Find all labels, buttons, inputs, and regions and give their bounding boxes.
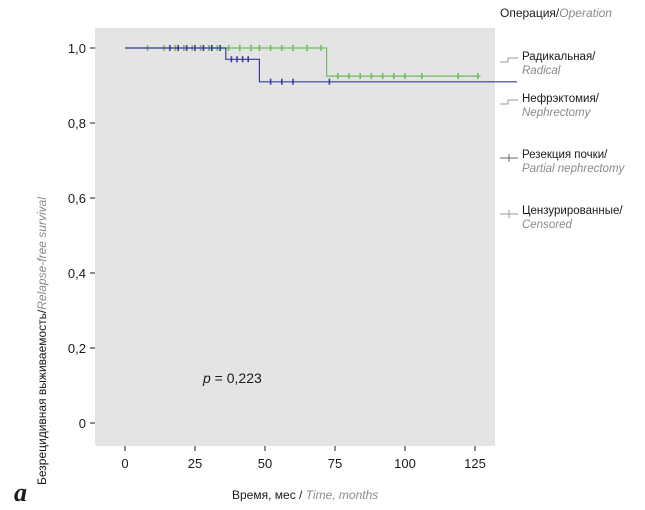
y-tick-label: 1,0 (68, 41, 86, 56)
plot-area (95, 28, 495, 446)
legend-label-radical-ru: Радикальная/ (522, 51, 596, 63)
legend-label-partial-nephrectomy-en: Partial nephrectomy (522, 163, 625, 175)
legend-label-partial-nephrectomy-ru: Резекция почки/ (522, 149, 608, 161)
x-axis-title: Время, мес / Time, months (232, 488, 378, 502)
series-layer (125, 45, 517, 85)
legend-label-nephrectomy-en: Nephrectomy (522, 107, 591, 119)
legend-marker-radical (500, 57, 518, 63)
y-tick-label: 0,2 (68, 341, 86, 356)
y-axis-title-ru: Безрецидивная выживаемость/ (35, 309, 49, 485)
panel-label: a (14, 478, 27, 507)
x-tick-label: 75 (328, 456, 342, 471)
x-tick-label: 0 (121, 456, 128, 471)
legend: Операция/Operation Радикальная/Radical Н… (500, 6, 645, 231)
y-tick-label: 0,8 (68, 116, 86, 131)
y-axis-title: Безрецидивная выживаемость/Relapse-free … (35, 197, 49, 485)
legend-label-censored-en: Censored (522, 219, 572, 231)
p-value: = 0,223 (210, 370, 262, 386)
p-value-annotation: p = 0,223 (203, 370, 262, 386)
legend-title-ru: Операция/ (500, 6, 560, 20)
axes: 0 0,2 0,4 0,6 0,8 1,0 0 25 50 75 100 125 (68, 41, 486, 471)
y-tick-label: 0,4 (68, 266, 86, 281)
x-tick-label: 100 (394, 456, 416, 471)
p-symbol: p (203, 370, 211, 386)
legend-marker-censored (500, 210, 518, 218)
y-tick-label: 0 (79, 416, 86, 431)
x-tick-label: 25 (188, 456, 202, 471)
y-tick-label: 0,6 (68, 191, 86, 206)
x-axis-title-en: Time, months (305, 488, 379, 502)
legend-label-nephrectomy-ru: Нефрэктомия/ (522, 93, 599, 105)
y-axis-title-en: Relapse-free survival (35, 197, 49, 310)
series-1 (125, 45, 517, 85)
legend-title: Операция/Operation (500, 6, 645, 20)
legend-title-en: Operation (559, 6, 612, 20)
x-axis-title-ru: Время, мес / (232, 488, 303, 502)
legend-marker-nephrectomy (500, 99, 518, 105)
legend-label-censored-ru: Цензурированные/ (522, 205, 623, 217)
x-tick-label: 50 (258, 456, 272, 471)
x-tick-label: 125 (464, 456, 486, 471)
legend-label-radical-en: Radical (522, 65, 561, 77)
legend-marker-partial-nephrectomy (500, 154, 518, 162)
